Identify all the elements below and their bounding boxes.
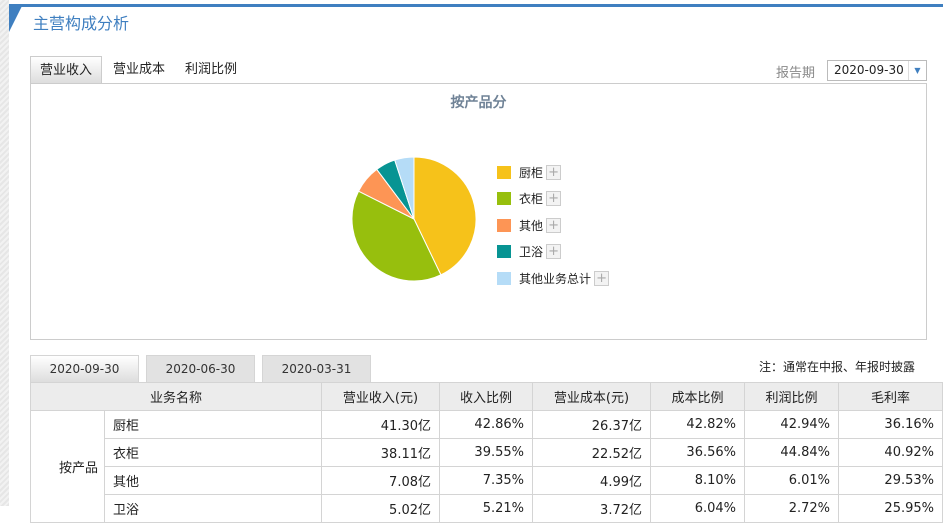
value-cell: 29.53% — [838, 466, 943, 495]
expand-plus-icon[interactable]: + — [546, 244, 562, 260]
value-cell: 40.92% — [838, 438, 943, 467]
composition-table: 业务名称 营业收入(元) 收入比例 营业成本(元) 成本比例 利润比例 毛利率 … — [30, 382, 943, 523]
col-cost-ratio: 成本比例 — [650, 382, 745, 411]
disclosure-note: 注：通常在中报、年报时披露 — [758, 360, 915, 374]
legend-swatch — [497, 245, 511, 259]
legend-item[interactable]: 厨柜 + — [497, 159, 609, 186]
value-cell: 42.82% — [650, 410, 745, 439]
col-cost: 营业成本(元) — [532, 382, 651, 411]
side-stripe — [0, 0, 9, 506]
value-cell: 36.56% — [650, 438, 745, 467]
pie-slice-其他业务总计[interactable] — [394, 156, 415, 220]
value-cell: 8.10% — [650, 466, 745, 495]
legend-item[interactable]: 其他 + — [497, 212, 609, 239]
value-cell: 36.16% — [838, 410, 943, 439]
tab-revenue[interactable]: 营业收入 — [30, 56, 103, 83]
legend-swatch — [497, 192, 511, 206]
date-tab-3[interactable]: 2020-03-31 — [262, 355, 371, 382]
expand-plus-icon[interactable]: + — [594, 270, 610, 286]
metric-tabs: 营业收入 营业成本 利润比例 — [30, 56, 248, 83]
chart-panel: 按产品分 厨柜 + 衣柜 + 其他 + 卫浴 + 其他业务总计 + — [30, 83, 927, 340]
period-value: 2020-09-30 — [834, 63, 904, 77]
legend-label: 卫浴 — [519, 245, 544, 260]
value-cell: 6.01% — [744, 466, 839, 495]
tab-cost[interactable]: 营业成本 — [113, 62, 166, 77]
col-revenue-ratio: 收入比例 — [439, 382, 533, 411]
legend-item[interactable]: 其他业务总计 + — [497, 265, 610, 292]
date-tab-1[interactable]: 2020-09-30 — [30, 355, 139, 382]
table-row: 衣柜 38.11亿 39.55% 22.52亿 36.56% 44.84% 40.92% — [31, 438, 943, 467]
legend-label: 其他业务总计 — [519, 271, 592, 286]
period-label: 报告期 — [776, 66, 816, 81]
chart-title: 按产品分 — [450, 95, 507, 111]
header-corner — [9, 4, 23, 32]
table-header: 业务名称 营业收入(元) 收入比例 营业成本(元) 成本比例 利润比例 毛利率 — [30, 382, 943, 411]
pie-slice-厨柜[interactable] — [413, 156, 477, 276]
legend-item[interactable]: 卫浴 + — [497, 239, 609, 266]
header-line — [9, 4, 943, 7]
value-cell: 7.35% — [439, 466, 533, 495]
value-cell: 41.30亿 — [321, 410, 440, 439]
item-name: 厨柜 — [104, 410, 322, 439]
legend-item[interactable]: 衣柜 + — [497, 186, 609, 213]
col-gross-margin: 毛利率 — [838, 382, 943, 411]
item-name: 卫浴 — [104, 494, 322, 523]
legend-swatch — [497, 165, 511, 179]
value-cell: 44.84% — [744, 438, 839, 467]
value-cell: 22.52亿 — [532, 438, 651, 467]
value-cell: 42.94% — [744, 410, 839, 439]
col-name: 业务名称 — [30, 382, 322, 411]
section-title: 主营构成分析 — [33, 14, 130, 33]
col-revenue: 营业收入(元) — [321, 382, 440, 411]
expand-plus-icon[interactable]: + — [546, 217, 562, 233]
value-cell: 26.37亿 — [532, 410, 651, 439]
pie-chart — [351, 156, 477, 282]
chart-legend: 厨柜 + 衣柜 + 其他 + 卫浴 + 其他业务总计 + — [497, 159, 610, 292]
legend-label: 厨柜 — [519, 165, 544, 180]
value-cell: 39.55% — [439, 438, 533, 467]
col-profit-ratio: 利润比例 — [744, 382, 839, 411]
value-cell: 3.72亿 — [532, 494, 651, 523]
expand-plus-icon[interactable]: + — [546, 191, 562, 207]
table-row: 按产品 厨柜 41.30亿 42.86% 26.37亿 42.82% 42.94% 36.16… — [30, 410, 943, 523]
value-cell: 25.95% — [838, 494, 943, 523]
item-name: 其他 — [104, 466, 322, 495]
legend-label: 衣柜 — [519, 192, 544, 207]
value-cell: 2.72% — [744, 494, 839, 523]
value-cell: 5.21% — [439, 494, 533, 523]
table-row: 卫浴 5.02亿 5.21% 3.72亿 6.04% 2.72% 25.95% — [31, 494, 943, 523]
legend-swatch — [497, 271, 511, 285]
value-cell: 38.11亿 — [321, 438, 440, 467]
value-cell: 6.04% — [650, 494, 745, 523]
value-cell: 7.08亿 — [321, 466, 440, 495]
pie-slice-衣柜[interactable] — [351, 190, 442, 282]
chevron-down-icon[interactable]: ▼ — [908, 61, 926, 80]
value-cell: 4.99亿 — [532, 466, 651, 495]
expand-plus-icon[interactable]: + — [546, 164, 562, 180]
date-tabs: 2020-09-30 2020-06-30 2020-03-31 — [30, 355, 378, 382]
tab-profit-ratio[interactable]: 利润比例 — [185, 62, 238, 77]
period-select[interactable]: 2020-09-30 ▼ — [827, 60, 927, 81]
item-name: 衣柜 — [104, 438, 322, 467]
date-tab-2[interactable]: 2020-06-30 — [146, 355, 255, 382]
table-row: 其他 7.08亿 7.35% 4.99亿 8.10% 6.01% 29.53% — [31, 466, 943, 495]
legend-label: 其他 — [519, 218, 544, 233]
legend-swatch — [497, 218, 511, 232]
value-cell: 5.02亿 — [321, 494, 440, 523]
value-cell: 42.86% — [439, 410, 533, 439]
